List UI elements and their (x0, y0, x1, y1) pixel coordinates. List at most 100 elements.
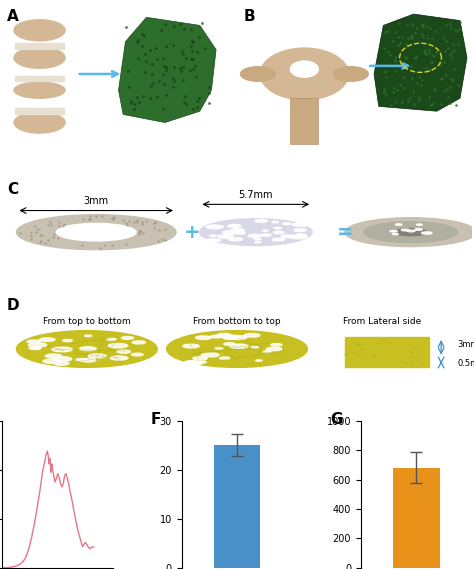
Point (431, 27, 439, 36)
Point (179, 50, 187, 59)
Point (138, 218, 146, 227)
Point (177, 66, 185, 75)
Point (447, 52, 455, 61)
Point (403, 20, 410, 30)
Circle shape (224, 343, 235, 345)
Point (179, 47, 186, 56)
Point (449, 40, 457, 49)
Point (191, 62, 199, 71)
Point (411, 28, 419, 38)
Circle shape (255, 360, 262, 361)
Point (49, 233, 56, 242)
Point (136, 228, 143, 237)
Circle shape (364, 222, 457, 242)
Circle shape (85, 335, 91, 337)
Point (86, 212, 94, 221)
Circle shape (132, 341, 146, 344)
Point (199, 19, 206, 28)
Text: 0.5mm: 0.5mm (457, 358, 474, 368)
Point (41, 239, 49, 248)
Point (394, 32, 402, 42)
Point (415, 92, 423, 101)
Point (141, 50, 149, 59)
Point (86, 215, 93, 224)
Point (27, 231, 35, 240)
Point (138, 219, 146, 228)
Ellipse shape (14, 82, 65, 98)
Point (454, 26, 461, 35)
Point (138, 42, 146, 51)
Point (447, 19, 454, 28)
Point (433, 48, 440, 57)
Point (170, 77, 177, 86)
Point (170, 22, 178, 31)
Polygon shape (291, 98, 319, 143)
Point (407, 31, 414, 40)
Point (150, 218, 157, 228)
Point (133, 215, 141, 224)
Point (150, 224, 157, 233)
Circle shape (76, 358, 87, 361)
Point (98, 212, 106, 221)
Circle shape (283, 223, 291, 225)
Point (419, 23, 427, 32)
Point (31, 221, 38, 230)
Point (422, 64, 429, 73)
Point (427, 57, 435, 66)
Point (443, 84, 451, 93)
Ellipse shape (200, 218, 312, 246)
Circle shape (262, 230, 268, 232)
Point (37, 236, 45, 245)
Point (139, 228, 146, 237)
Point (51, 230, 58, 239)
Point (126, 82, 133, 91)
Ellipse shape (17, 331, 157, 368)
Point (201, 44, 209, 53)
Circle shape (229, 344, 248, 348)
Point (449, 75, 456, 84)
Point (80, 214, 87, 223)
Point (415, 96, 423, 105)
Ellipse shape (166, 331, 307, 368)
Point (130, 218, 137, 227)
Point (380, 88, 388, 97)
Point (409, 86, 417, 95)
Text: B: B (244, 9, 255, 24)
Point (380, 85, 388, 94)
Point (387, 100, 394, 109)
Point (402, 39, 410, 48)
Point (404, 97, 412, 106)
Point (134, 36, 141, 45)
Point (142, 216, 149, 225)
Point (154, 93, 161, 102)
Point (193, 96, 201, 105)
Circle shape (244, 333, 260, 337)
Point (437, 61, 444, 70)
Circle shape (345, 218, 474, 246)
Circle shape (63, 340, 73, 341)
Point (169, 74, 177, 83)
Point (141, 68, 149, 77)
Circle shape (215, 348, 223, 349)
Point (396, 38, 404, 47)
Circle shape (292, 222, 309, 226)
Point (383, 27, 391, 36)
Point (427, 65, 434, 75)
Point (109, 215, 117, 224)
Circle shape (206, 225, 223, 229)
Ellipse shape (14, 47, 65, 68)
Point (179, 75, 186, 84)
Point (384, 47, 392, 56)
Point (47, 220, 55, 229)
Circle shape (255, 242, 261, 243)
Point (428, 50, 436, 59)
Polygon shape (374, 14, 467, 111)
Point (206, 98, 213, 108)
Point (410, 99, 418, 108)
Point (423, 21, 431, 30)
Circle shape (261, 234, 271, 236)
Point (155, 226, 163, 235)
Circle shape (110, 356, 128, 360)
Circle shape (28, 343, 47, 347)
Circle shape (295, 234, 307, 236)
